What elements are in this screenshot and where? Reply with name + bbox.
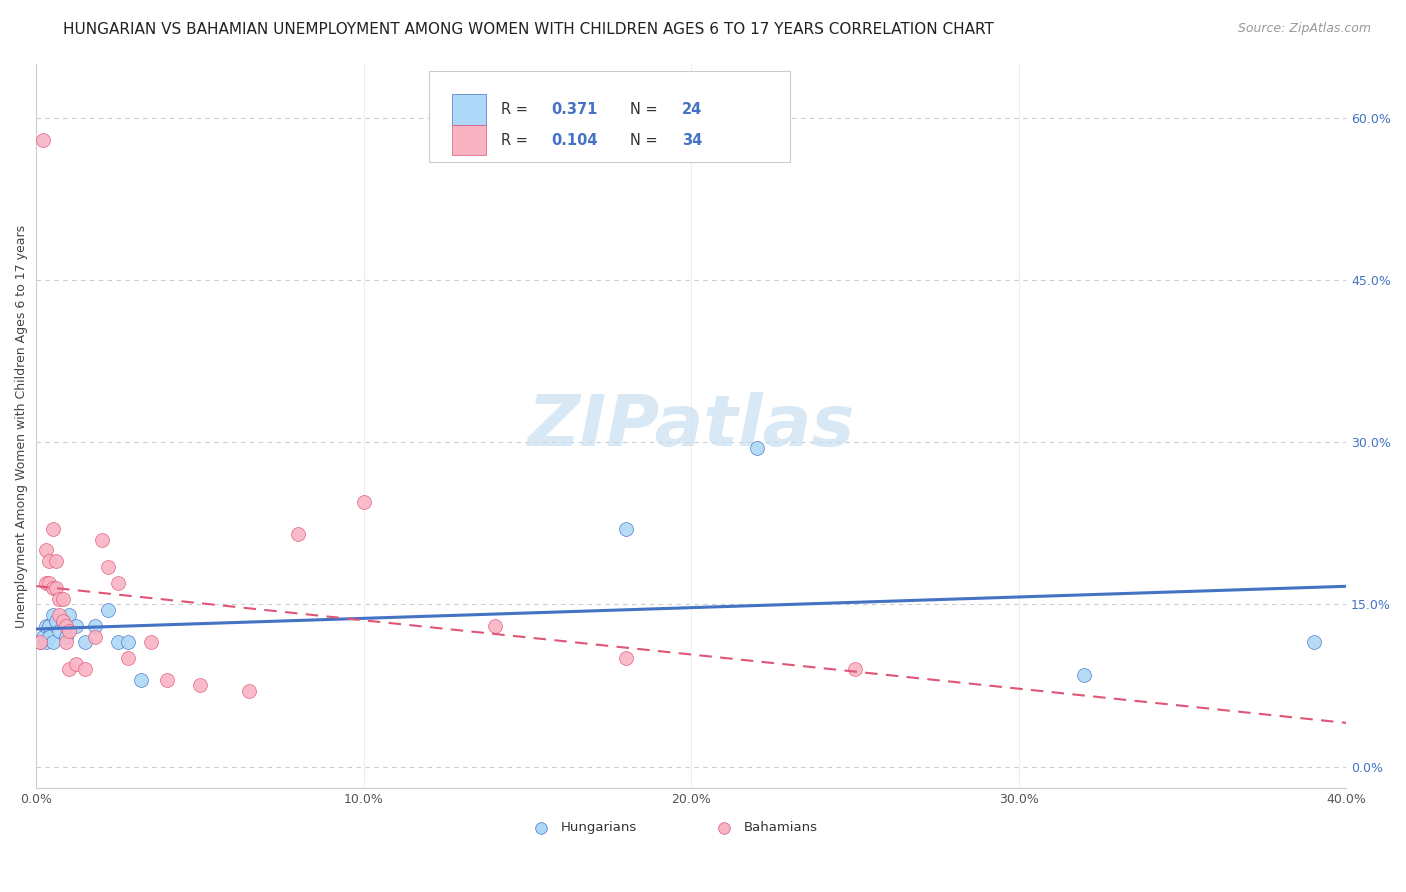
Point <box>38 630 60 644</box>
Point <box>38 575 60 590</box>
Text: 0.104: 0.104 <box>551 133 598 147</box>
Point <box>129 673 152 687</box>
Point <box>38 554 60 568</box>
Point <box>84 630 107 644</box>
Point <box>75 635 97 649</box>
Point <box>117 635 139 649</box>
Point <box>745 441 768 455</box>
Point <box>844 662 866 676</box>
Point <box>84 619 107 633</box>
Point <box>484 619 506 633</box>
Point <box>238 684 260 698</box>
Point <box>97 603 120 617</box>
Point <box>35 543 58 558</box>
Point <box>45 614 67 628</box>
Point <box>188 678 211 692</box>
Point <box>45 581 67 595</box>
Text: 0.371: 0.371 <box>551 103 598 117</box>
Point <box>58 662 80 676</box>
Text: N =: N = <box>630 133 662 147</box>
Point <box>75 662 97 676</box>
Text: Source: ZipAtlas.com: Source: ZipAtlas.com <box>1237 22 1371 36</box>
Point <box>41 635 63 649</box>
FancyBboxPatch shape <box>451 95 485 125</box>
Point <box>55 630 77 644</box>
Point <box>97 559 120 574</box>
Point <box>65 657 87 671</box>
Point <box>41 581 63 595</box>
Text: 24: 24 <box>682 103 703 117</box>
Point <box>107 635 129 649</box>
Point <box>41 608 63 623</box>
Point <box>38 619 60 633</box>
Point <box>51 592 73 607</box>
Point <box>353 494 375 508</box>
Point <box>65 619 87 633</box>
Point <box>614 651 637 665</box>
Point <box>614 522 637 536</box>
Point <box>35 635 58 649</box>
Text: R =: R = <box>502 133 533 147</box>
Point <box>31 133 53 147</box>
Point <box>28 635 51 649</box>
Point <box>156 673 179 687</box>
Point <box>51 614 73 628</box>
Point <box>1302 635 1324 649</box>
Point <box>139 635 162 649</box>
Point <box>51 614 73 628</box>
Point <box>1286 819 1309 833</box>
Text: Hungarians: Hungarians <box>561 822 637 834</box>
Point <box>90 533 112 547</box>
Point <box>41 522 63 536</box>
Point <box>48 624 70 639</box>
Y-axis label: Unemployment Among Women with Children Ages 6 to 17 years: Unemployment Among Women with Children A… <box>15 225 28 628</box>
Text: Bahamians: Bahamians <box>744 822 818 834</box>
Point <box>31 630 53 644</box>
FancyBboxPatch shape <box>429 71 790 161</box>
Point <box>58 624 80 639</box>
Point <box>28 635 51 649</box>
Point <box>55 635 77 649</box>
Text: HUNGARIAN VS BAHAMIAN UNEMPLOYMENT AMONG WOMEN WITH CHILDREN AGES 6 TO 17 YEARS : HUNGARIAN VS BAHAMIAN UNEMPLOYMENT AMONG… <box>63 22 994 37</box>
Point <box>1073 667 1095 681</box>
Point <box>35 575 58 590</box>
Point <box>117 651 139 665</box>
Text: ZIPatlas: ZIPatlas <box>527 392 855 460</box>
Point <box>48 608 70 623</box>
Text: R =: R = <box>502 103 533 117</box>
Point <box>48 592 70 607</box>
Point <box>58 608 80 623</box>
Point <box>45 554 67 568</box>
Point <box>35 619 58 633</box>
FancyBboxPatch shape <box>451 125 485 155</box>
Point <box>107 575 129 590</box>
Point <box>287 527 309 541</box>
Point <box>55 619 77 633</box>
Text: 34: 34 <box>682 133 703 147</box>
Text: N =: N = <box>630 103 662 117</box>
